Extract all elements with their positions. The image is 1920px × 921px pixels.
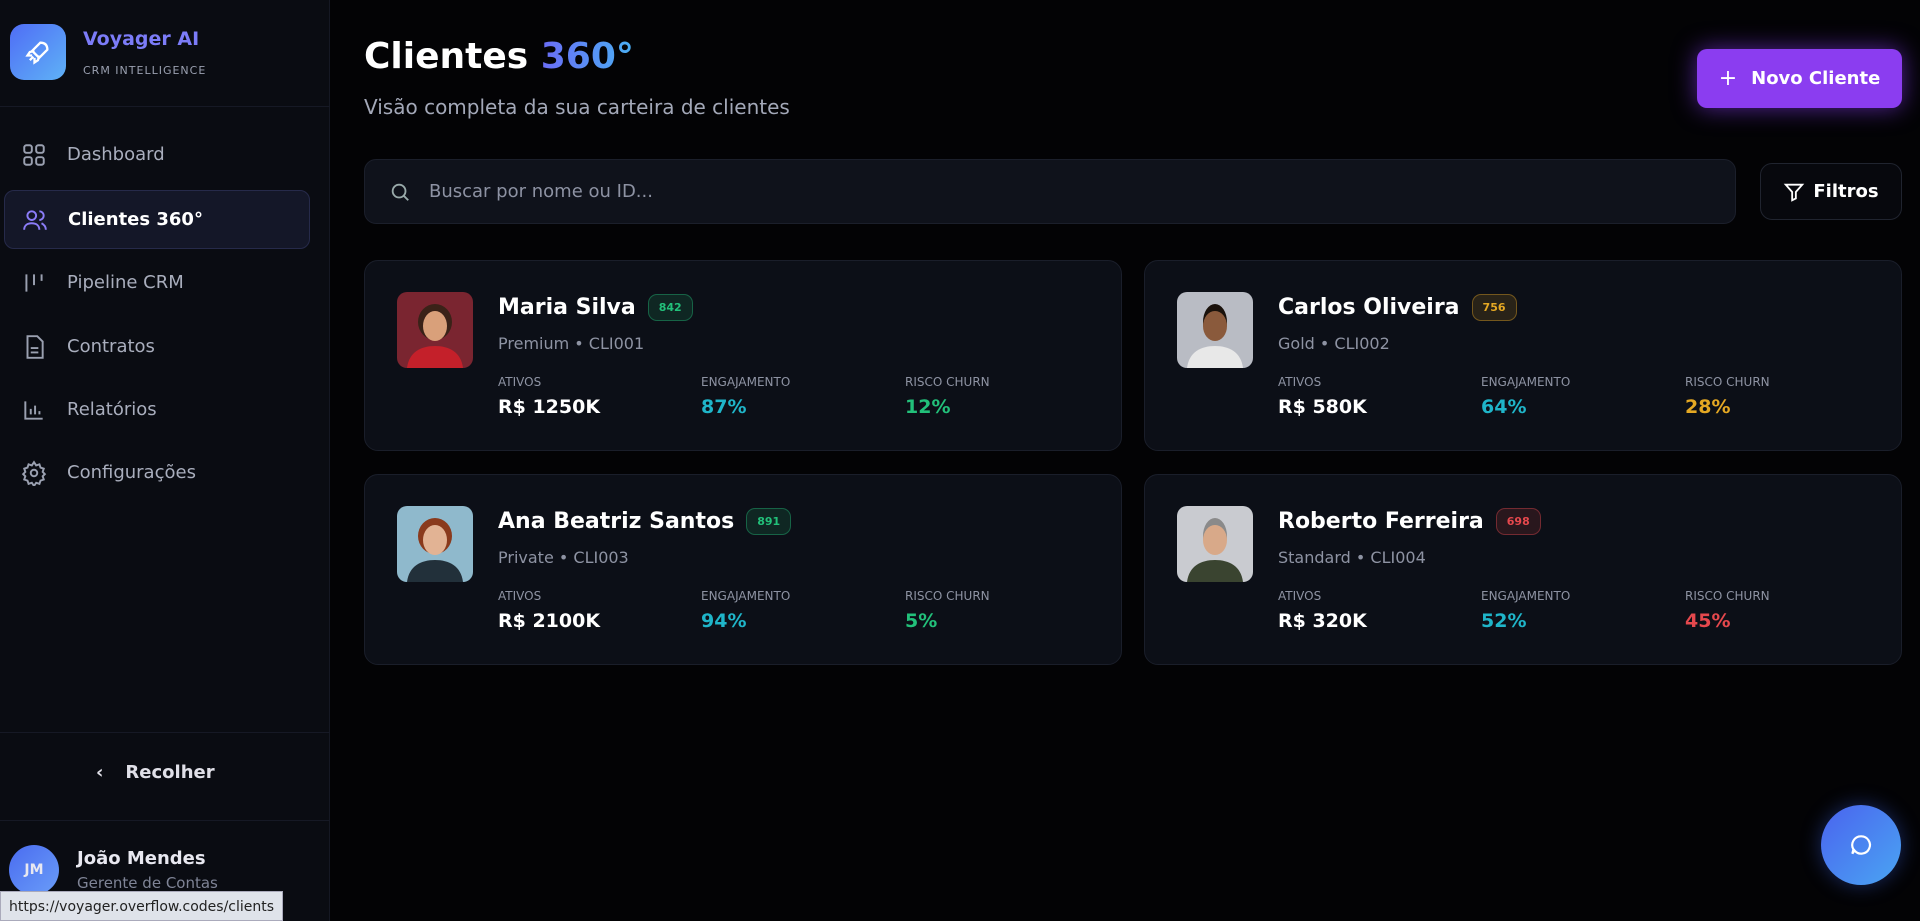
client-subtitle: Gold • CLI002 xyxy=(1278,334,1390,353)
client-subtitle: Private • CLI003 xyxy=(498,548,629,567)
nav-item[interactable]: Configurações xyxy=(4,443,310,502)
score-badge: 842 xyxy=(647,294,693,321)
metric-value: R$ 1250K xyxy=(498,396,601,418)
score-badge: 698 xyxy=(1495,508,1541,535)
title-text: Clientes xyxy=(364,36,529,77)
search-placeholder: Buscar por nome ou ID... xyxy=(429,181,653,202)
nav-item[interactable]: Pipeline CRM xyxy=(4,253,310,312)
metric-label: ATIVOS xyxy=(1278,375,1322,389)
user-avatar[interactable]: JM xyxy=(9,845,59,895)
filter-button[interactable]: Filtros xyxy=(1760,163,1902,220)
nav-label: Dashboard xyxy=(67,144,165,165)
status-url: https://voyager.overflow.codes/clients xyxy=(0,891,284,921)
metric-label: ENGAJAMENTO xyxy=(701,589,791,603)
client-subtitle: Standard • CLI004 xyxy=(1278,548,1426,567)
metric-label: ENGAJAMENTO xyxy=(1481,589,1571,603)
nav-label: Relatórios xyxy=(67,399,157,420)
metric-value: 64% xyxy=(1481,396,1527,418)
nav-label: Clientes 360° xyxy=(68,209,203,230)
client-name: Roberto Ferreira xyxy=(1278,509,1484,534)
title-accent: 360° xyxy=(540,36,634,77)
client-card[interactable]: Roberto Ferreira 698 Standard • CLI004 ATIV… xyxy=(1144,474,1902,665)
client-name: Carlos Oliveira xyxy=(1278,295,1460,320)
filter-label: Filtros xyxy=(1813,181,1879,202)
nav-label: Pipeline CRM xyxy=(67,272,184,293)
metric-value: 87% xyxy=(701,396,747,418)
chat-button[interactable] xyxy=(1821,805,1901,885)
client-photo xyxy=(397,506,473,582)
metric-label: RISCO CHURN xyxy=(905,589,990,603)
nav-item[interactable]: Contratos xyxy=(4,317,310,376)
client-photo xyxy=(1177,506,1253,582)
metric-value: R$ 320K xyxy=(1278,610,1367,632)
metric-label: RISCO CHURN xyxy=(1685,589,1770,603)
metric-value: 5% xyxy=(905,610,938,632)
metric-value: 45% xyxy=(1685,610,1731,632)
metric-label: ENGAJAMENTO xyxy=(701,375,791,389)
nav-label: Configurações xyxy=(67,462,196,483)
nav-item[interactable]: Dashboard xyxy=(4,125,310,184)
nav-item[interactable]: Clientes 360° xyxy=(4,190,310,249)
search-box[interactable]: Buscar por nome ou ID... xyxy=(364,159,1736,224)
client-name-row: Maria Silva 842 xyxy=(498,294,693,321)
metric-value: R$ 580K xyxy=(1278,396,1367,418)
user-role: Gerente de Contas xyxy=(77,874,218,892)
client-name-row: Carlos Oliveira 756 xyxy=(1278,294,1517,321)
client-photo xyxy=(1177,292,1253,368)
client-name: Maria Silva xyxy=(498,295,636,320)
client-card[interactable]: Carlos Oliveira 756 Gold • CLI002 ATIVOS R$ … xyxy=(1144,260,1902,451)
metric-label: ATIVOS xyxy=(498,589,542,603)
metric-value: 94% xyxy=(701,610,747,632)
page-title: Clientes 360° xyxy=(364,36,634,77)
sidebar: Voyager AI CRM INTELLIGENCE Dashboard Cli… xyxy=(0,0,330,921)
page-subtitle: Visão completa da sua carteira de client… xyxy=(364,95,790,119)
collapse-label: Recolher xyxy=(125,762,215,783)
metric-label: RISCO CHURN xyxy=(1685,375,1770,389)
score-badge: 756 xyxy=(1471,294,1517,321)
client-photo xyxy=(397,292,473,368)
tagline: CRM INTELLIGENCE xyxy=(83,64,207,77)
client-name: Ana Beatriz Santos xyxy=(498,509,735,534)
metric-value: 12% xyxy=(905,396,951,418)
client-name-row: Roberto Ferreira 698 xyxy=(1278,508,1541,535)
client-card[interactable]: Maria Silva 842 Premium • CLI001 ATIVOS R$ 1… xyxy=(364,260,1122,451)
metric-label: ATIVOS xyxy=(1278,589,1322,603)
button-label: Novo Cliente xyxy=(1751,68,1881,89)
divider xyxy=(0,732,330,733)
client-card[interactable]: Ana Beatriz Santos 891 Private • CLI003 ATI… xyxy=(364,474,1122,665)
metric-label: ATIVOS xyxy=(498,375,542,389)
nav-item[interactable]: Relatórios xyxy=(4,380,310,439)
logo xyxy=(10,24,66,80)
metric-label: RISCO CHURN xyxy=(905,375,990,389)
divider xyxy=(0,106,330,107)
nav-label: Contratos xyxy=(67,336,155,357)
metric-value: R$ 2100K xyxy=(498,610,601,632)
metric-value: 52% xyxy=(1481,610,1527,632)
score-badge: 891 xyxy=(746,508,792,535)
collapse-button[interactable]: ‹ Recolher xyxy=(96,762,215,783)
metric-value: 28% xyxy=(1685,396,1731,418)
divider xyxy=(0,820,330,821)
brand: Voyager AI xyxy=(83,28,200,50)
client-name-row: Ana Beatriz Santos 891 xyxy=(498,508,792,535)
new-client-button[interactable]: + Novo Cliente xyxy=(1697,49,1902,108)
user-name: João Mendes xyxy=(77,848,206,869)
metric-label: ENGAJAMENTO xyxy=(1481,375,1571,389)
client-subtitle: Premium • CLI001 xyxy=(498,334,645,353)
